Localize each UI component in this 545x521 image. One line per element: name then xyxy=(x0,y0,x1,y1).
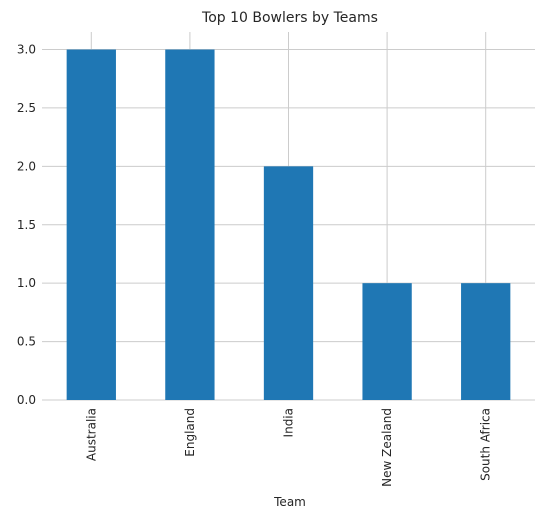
y-tick-label: 1.5 xyxy=(17,218,36,232)
x-tick-label: India xyxy=(282,408,296,437)
y-tick-label: 1.0 xyxy=(17,276,36,290)
bar-new-zealand xyxy=(362,283,412,400)
y-tick-label: 2.5 xyxy=(17,101,36,115)
x-tick-label: New Zealand xyxy=(380,408,394,487)
bar-south-africa xyxy=(461,283,511,400)
x-axis-label: Team xyxy=(273,495,306,509)
x-tick-label: England xyxy=(183,408,197,457)
chart-title: Top 10 Bowlers by Teams xyxy=(201,10,378,26)
y-tick-label: 3.0 xyxy=(17,43,36,57)
bars xyxy=(66,49,511,401)
x-tick-label: South Africa xyxy=(479,408,493,481)
y-tick-label: 0.0 xyxy=(17,393,36,407)
bar-india xyxy=(263,166,314,400)
bar-australia xyxy=(66,49,116,401)
bar-england xyxy=(165,49,215,401)
y-tick-label: 2.0 xyxy=(17,159,36,173)
x-axis-ticks: Australia England India New Zealand South Af… xyxy=(84,408,492,487)
y-axis-ticks: 0.0 0.5 1.0 1.5 2.0 2.5 3.0 xyxy=(17,43,36,407)
y-tick-label: 0.5 xyxy=(17,335,36,349)
x-tick-label: Australia xyxy=(84,408,98,461)
